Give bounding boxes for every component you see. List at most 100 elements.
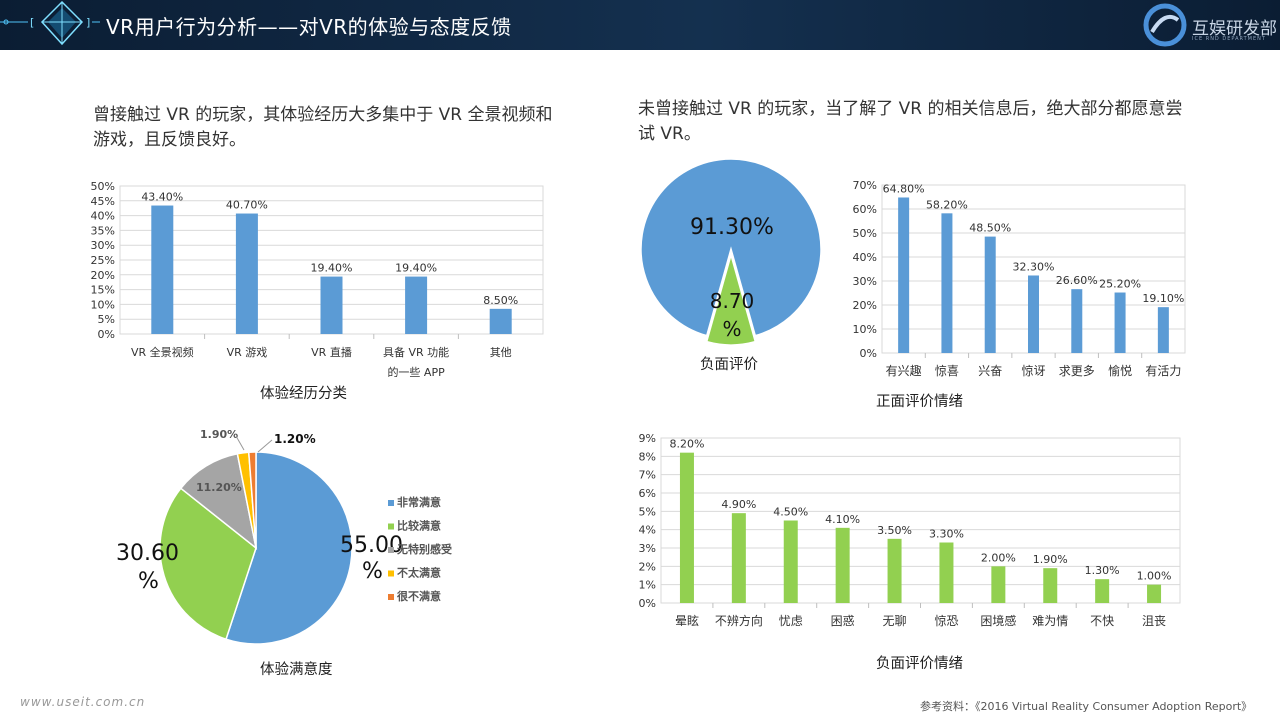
bar (984, 236, 996, 353)
watermark-url: www.useit.com.cn (20, 695, 146, 709)
bar (1147, 584, 1162, 603)
x-tick-label: 有兴趣 (886, 363, 922, 378)
x-tick-label: 难为情 (1032, 614, 1068, 628)
y-tick-label: 0% (639, 597, 656, 610)
pie-slice (159, 487, 257, 641)
bar (405, 276, 428, 334)
x-tick-label: 有活力 (1145, 364, 1181, 378)
y-tick-label: 7% (639, 469, 656, 482)
experience-bar-chart: 0% 5% 10%15% 20% 25% 30% 35%40% 45% 50% 43.40% VR … (91, 180, 544, 379)
pie-slice (247, 451, 257, 549)
x-tick-label: 忧虑 (779, 614, 803, 628)
bar (1043, 568, 1058, 603)
x-tick-label: 不快 (1090, 614, 1114, 628)
bar (1157, 307, 1169, 353)
data-label: 4.10% (825, 513, 860, 526)
bar (489, 308, 512, 334)
willingness-pie-chart: 91.30% 8.70% (640, 158, 822, 346)
data-label: 48.50% (969, 222, 1011, 235)
y-tick-label: 4% (639, 524, 656, 537)
pie-slice (179, 452, 258, 550)
bar (898, 197, 910, 353)
y-tick-label: 10% (853, 323, 877, 336)
y-tick-label: 50% (91, 180, 115, 193)
data-label: 19.10% (1142, 292, 1184, 305)
pie-slice (705, 252, 757, 346)
bar (1095, 579, 1110, 603)
legend-label: 比较满意 (397, 519, 441, 533)
y-tick-label: 45% (91, 195, 115, 208)
bar (320, 276, 343, 334)
y-tick-label: 60% (853, 203, 877, 216)
data-label: 91.30% (690, 215, 774, 240)
x-tick-label: 的一些 APP (387, 365, 445, 379)
bar (679, 452, 694, 603)
y-tick-label: 70% (853, 179, 877, 192)
y-tick-label: 40% (853, 251, 877, 264)
y-tick-label: 1% (639, 579, 656, 592)
x-tick-label: VR 直播 (311, 345, 352, 359)
x-tick-label: VR 游戏 (227, 346, 268, 359)
data-label: 3.50% (877, 524, 912, 537)
legend-swatch (388, 523, 394, 530)
leader-line (257, 439, 273, 453)
data-label: 55.00 (340, 533, 403, 558)
data-label: 1.20% (274, 432, 316, 446)
x-tick-label: 惊讶 (1021, 363, 1045, 378)
x-tick-label: 惊恐 (934, 613, 958, 628)
legend-swatch (388, 500, 394, 506)
bar (783, 520, 798, 603)
x-tick-label: 困惑 (831, 614, 855, 628)
bar (1114, 292, 1126, 353)
company-logo-icon (1143, 3, 1187, 47)
data-label: 25.20% (1099, 278, 1141, 291)
data-label: 1.90% (200, 428, 238, 441)
data-label: % (362, 559, 383, 584)
data-label: 58.20% (926, 198, 968, 211)
legend-label: 无特别感受 (396, 542, 452, 556)
negative-chart-caption: 负面评价情绪 (876, 656, 963, 672)
y-tick-label: 0% (860, 347, 877, 360)
x-tick-label: 无聊 (883, 614, 907, 628)
data-label: 43.40% (141, 191, 183, 204)
x-tick-label: 惊喜 (935, 363, 959, 378)
y-tick-label: 9% (639, 432, 656, 445)
bar (941, 213, 953, 353)
bar (731, 513, 746, 603)
x-tick-label: VR 全景视频 (131, 345, 194, 359)
data-label: % (138, 569, 159, 594)
y-tick-label: 35% (91, 224, 115, 237)
x-tick-label: 其他 (490, 346, 512, 359)
svg-text:]: ] (86, 16, 90, 29)
y-tick-label: 30% (853, 275, 877, 288)
y-tick-label: 0% (98, 328, 115, 341)
y-tick-label: 20% (853, 299, 877, 312)
bar (887, 538, 902, 603)
data-label: 8.20% (669, 438, 704, 451)
bar (151, 205, 174, 334)
negative-emotion-bar-chart: 0% 1% 2% 3% 4% 5% 6% 7% 8% 9% 8.20% 晕眩 4.90% 不辨方向 4.50… (639, 432, 1181, 628)
right-description: 未曾接触过 VR 的玩家，当了解了 VR 的相关信息后，绝大部分都愿意尝试 VR… (638, 99, 1183, 144)
svg-text:[: [ (30, 16, 34, 29)
data-label: 19.40% (311, 262, 353, 275)
legend-label: 非常满意 (397, 495, 441, 509)
willingness-chart-caption: 负面评价 (700, 357, 758, 373)
data-label: 8.70 (710, 289, 755, 313)
data-label: 4.50% (773, 506, 808, 519)
positive-chart-caption: 正面评价情绪 (876, 394, 963, 410)
y-tick-label: 8% (639, 450, 656, 463)
bar (991, 566, 1006, 603)
x-tick-label: 求更多 (1059, 364, 1095, 378)
y-tick-label: 15% (91, 284, 115, 297)
y-tick-label: 5% (98, 313, 115, 326)
bar (835, 527, 850, 603)
bar (1071, 289, 1083, 353)
x-tick-label: 困境感 (980, 613, 1016, 628)
leader-line (235, 435, 245, 451)
data-label: 64.80% (883, 182, 925, 195)
legend-label: 不太满意 (397, 566, 441, 580)
bar (1028, 275, 1039, 353)
y-tick-label: 5% (639, 505, 656, 518)
x-tick-label: 愉悦 (1108, 363, 1132, 378)
x-tick-label: 晕眩 (675, 613, 699, 628)
